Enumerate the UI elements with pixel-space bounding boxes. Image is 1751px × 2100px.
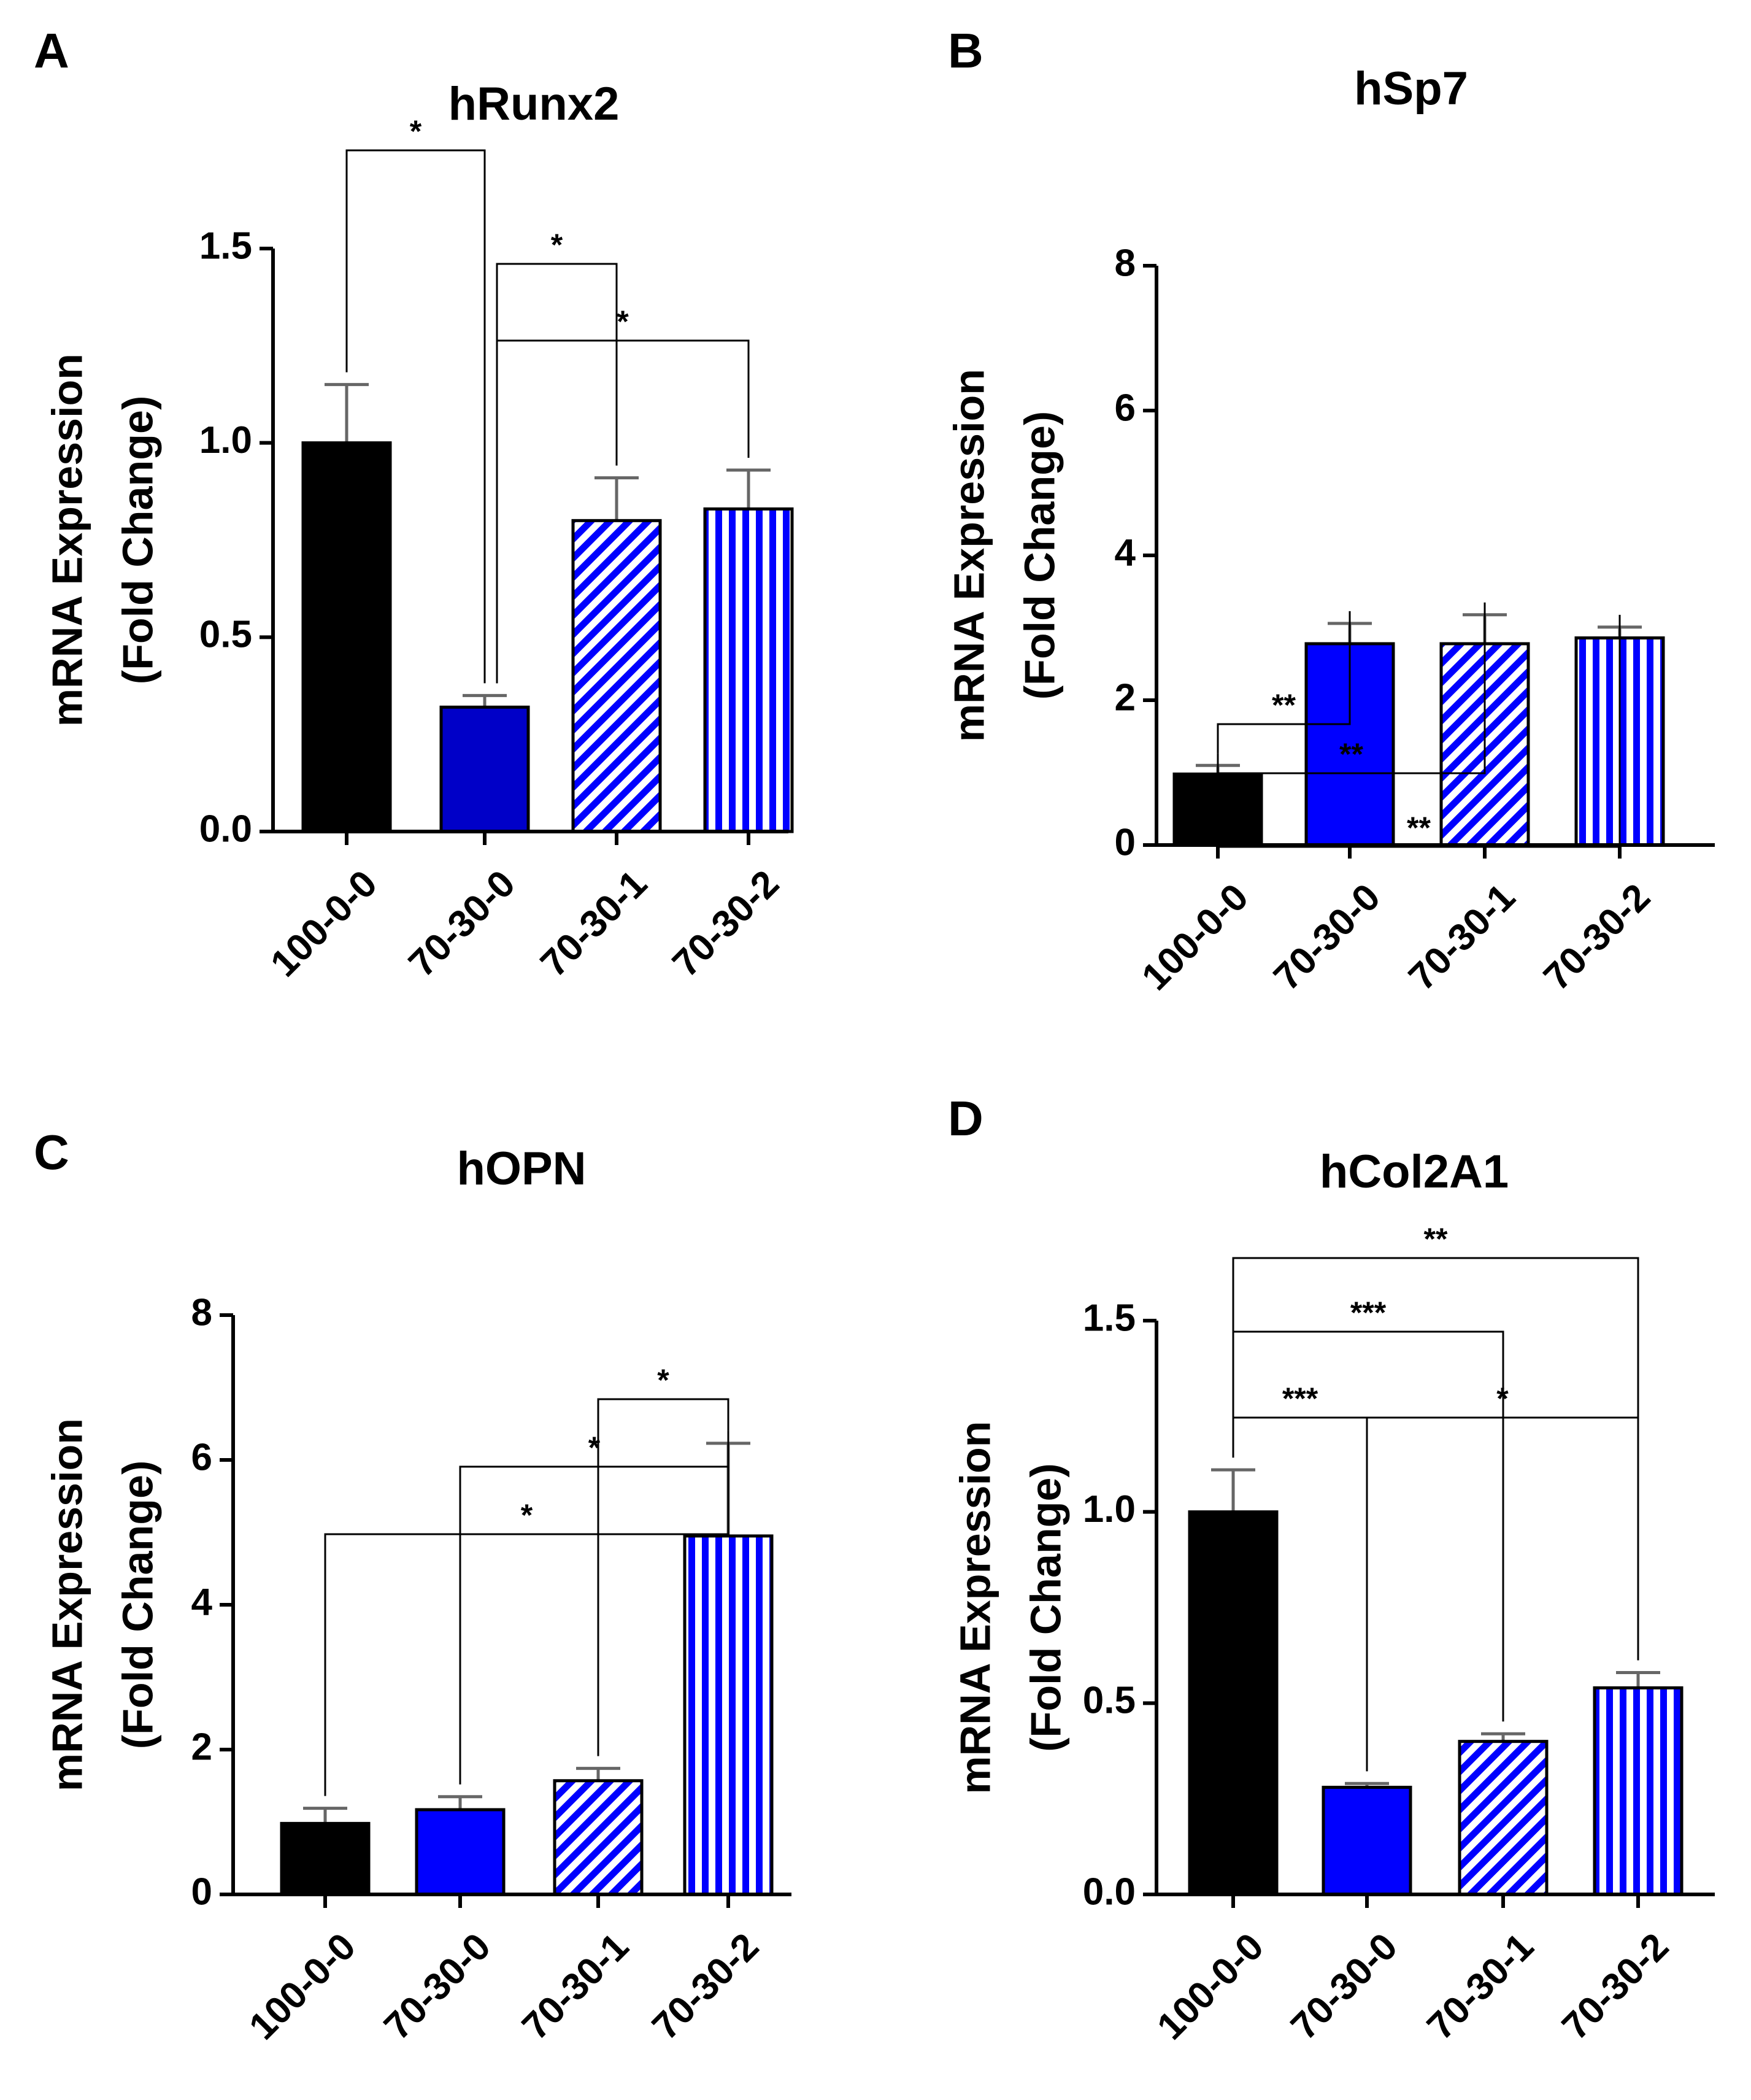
x-tick-label: 70-30-1 bbox=[533, 862, 655, 985]
y-tick-label: 0 bbox=[1115, 821, 1136, 863]
bar bbox=[1188, 1510, 1279, 1896]
y-axis-label: (Fold Change) bbox=[1022, 1463, 1069, 1751]
y-axis-label: (Fold Change) bbox=[114, 396, 161, 684]
y-tick-label: 0.5 bbox=[199, 614, 252, 656]
y-tick-label: 1.5 bbox=[1083, 1297, 1136, 1339]
significance-bracket bbox=[345, 149, 486, 684]
significance-bracket bbox=[1217, 614, 1621, 848]
x-tick-label: 70-30-0 bbox=[401, 862, 523, 985]
significance-label: ** bbox=[1424, 1222, 1448, 1256]
x-tick-label: 70-30-2 bbox=[644, 1925, 767, 2048]
panel-letter: A bbox=[34, 23, 69, 78]
y-tick-label: 4 bbox=[191, 1581, 213, 1623]
y-tick-label: 2 bbox=[1115, 676, 1136, 719]
y-axis-label: mRNA Expression bbox=[43, 1418, 91, 1791]
significance-bracket bbox=[597, 1398, 729, 1756]
significance-label: * bbox=[521, 1498, 533, 1532]
y-tick-label: 1.0 bbox=[199, 419, 252, 461]
chart-title: hSp7 bbox=[1354, 63, 1468, 115]
x-tick-label: 70-30-0 bbox=[376, 1925, 499, 2048]
x-tick-label: 100-0-0 bbox=[1134, 876, 1256, 998]
significance-label: *** bbox=[1282, 1381, 1318, 1416]
bar bbox=[1593, 1686, 1684, 1896]
y-tick-label: 0.5 bbox=[1083, 1680, 1136, 1722]
y-tick-label: 0.0 bbox=[1083, 1870, 1136, 1913]
y-tick-label: 0 bbox=[191, 1870, 212, 1913]
panel-letter: D bbox=[948, 1091, 983, 1146]
y-tick-label: 1.5 bbox=[199, 225, 252, 267]
y-axis-label: (Fold Change) bbox=[114, 1461, 161, 1749]
y-tick-label: 2 bbox=[191, 1726, 212, 1768]
significance-label: * bbox=[617, 304, 629, 339]
bar bbox=[301, 441, 392, 833]
significance-label: * bbox=[410, 114, 422, 149]
bar bbox=[439, 705, 530, 833]
x-tick-label: 70-30-2 bbox=[1554, 1925, 1677, 2048]
x-tick-label: 70-30-1 bbox=[1401, 876, 1523, 998]
x-tick-label: 70-30-2 bbox=[1536, 876, 1658, 998]
x-tick-label: 70-30-0 bbox=[1283, 1925, 1406, 2048]
y-tick-label: 0.0 bbox=[199, 808, 252, 850]
significance-label: *** bbox=[1350, 1295, 1387, 1330]
y-tick-label: 4 bbox=[1115, 531, 1136, 574]
x-tick-label: 70-30-1 bbox=[514, 1925, 637, 2048]
significance-label: ** bbox=[1272, 688, 1296, 722]
bar bbox=[1458, 1740, 1549, 1896]
x-tick-label: 70-30-0 bbox=[1266, 876, 1388, 998]
y-tick-label: 6 bbox=[1115, 387, 1136, 429]
chart-title: hRunx2 bbox=[448, 78, 620, 130]
bar bbox=[683, 1534, 774, 1896]
bar bbox=[571, 519, 662, 833]
significance-label: * bbox=[588, 1430, 601, 1465]
significance-label: * bbox=[657, 1363, 669, 1397]
y-tick-label: 8 bbox=[1115, 242, 1136, 284]
x-tick-label: 70-30-2 bbox=[664, 862, 787, 985]
bar bbox=[415, 1808, 506, 1896]
y-tick-label: 8 bbox=[191, 1291, 212, 1334]
bar bbox=[280, 1821, 371, 1896]
y-tick-label: 1.0 bbox=[1083, 1488, 1136, 1531]
chart-title: hOPN bbox=[456, 1143, 586, 1195]
x-tick-label: 100-0-0 bbox=[263, 862, 385, 985]
significance-bracket bbox=[1217, 611, 1351, 754]
significance-label: ** bbox=[1407, 811, 1431, 845]
significance-bracket bbox=[496, 339, 750, 684]
y-axis-label: (Fold Change) bbox=[1015, 411, 1063, 700]
y-axis-label: mRNA Expression bbox=[43, 353, 91, 727]
y-axis-label: mRNA Expression bbox=[945, 369, 993, 742]
x-tick-label: 100-0-0 bbox=[241, 1925, 364, 2048]
panel-letter: B bbox=[948, 23, 983, 78]
x-tick-label: 70-30-1 bbox=[1419, 1925, 1542, 2048]
bar bbox=[703, 507, 794, 833]
y-tick-label: 6 bbox=[191, 1436, 212, 1478]
significance-bracket bbox=[324, 1430, 729, 1796]
significance-label: * bbox=[551, 228, 563, 262]
x-tick-label: 100-0-0 bbox=[1149, 1925, 1272, 2048]
chart-title: hCol2A1 bbox=[1320, 1146, 1509, 1198]
panel-letter: C bbox=[34, 1125, 69, 1179]
y-axis-label: mRNA Expression bbox=[951, 1421, 999, 1794]
significance-bracket bbox=[1232, 1257, 1639, 1661]
significance-label: ** bbox=[1339, 737, 1363, 771]
bar bbox=[553, 1779, 644, 1896]
bar bbox=[1322, 1785, 1412, 1896]
